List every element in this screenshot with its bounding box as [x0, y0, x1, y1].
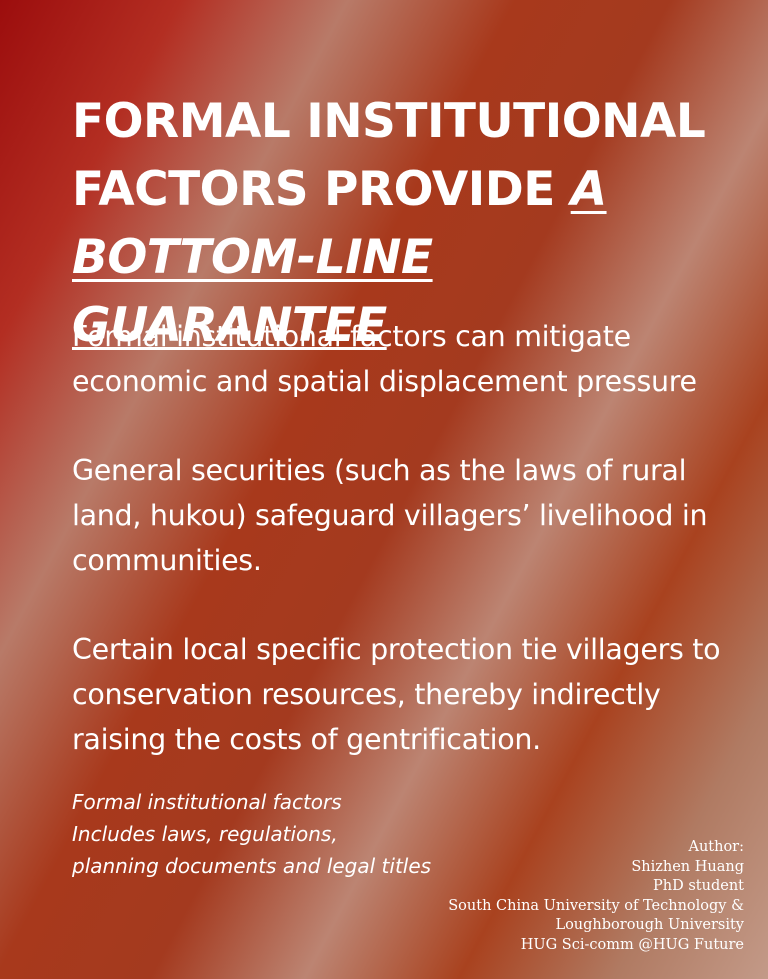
author-role: PhD student	[653, 878, 744, 894]
paragraph-mitigation: Formal institutional factors can mitigat…	[72, 320, 697, 398]
author-affiliation-2: Loughborough University	[555, 917, 744, 933]
author-organization: HUG Sci-comm @HUG Future	[520, 936, 744, 953]
author-credits: Author: Shizhen Huang PhD student South …	[448, 838, 744, 955]
note-line: planning documents and legal titles	[72, 854, 432, 878]
title-line-3-emphasis: BOTTOM-LINE GUARANTEE	[72, 230, 433, 353]
definition-note: Formal institutional factors Includes la…	[72, 786, 492, 882]
note-line: Formal institutional factors	[72, 790, 342, 814]
author-affiliation-1: South China University of Technology &	[448, 897, 744, 914]
title-line-1: FORMAL INSTITUTIONAL	[72, 94, 706, 149]
paragraph-general-securities: General securities (such as the laws of …	[72, 454, 708, 577]
author-label: Author:	[688, 839, 744, 855]
title-line-2-emphasis: A	[570, 162, 607, 217]
author-name: Shizhen Huang	[631, 858, 744, 875]
poster-title: FORMAL INSTITUTIONAL FACTORS PROVIDE A B…	[72, 88, 752, 360]
paragraph-local-protection: Certain local specific protection tie vi…	[72, 633, 721, 756]
note-line: Includes laws, regulations,	[72, 822, 338, 846]
title-line-2: FACTORS PROVIDE	[72, 162, 571, 217]
